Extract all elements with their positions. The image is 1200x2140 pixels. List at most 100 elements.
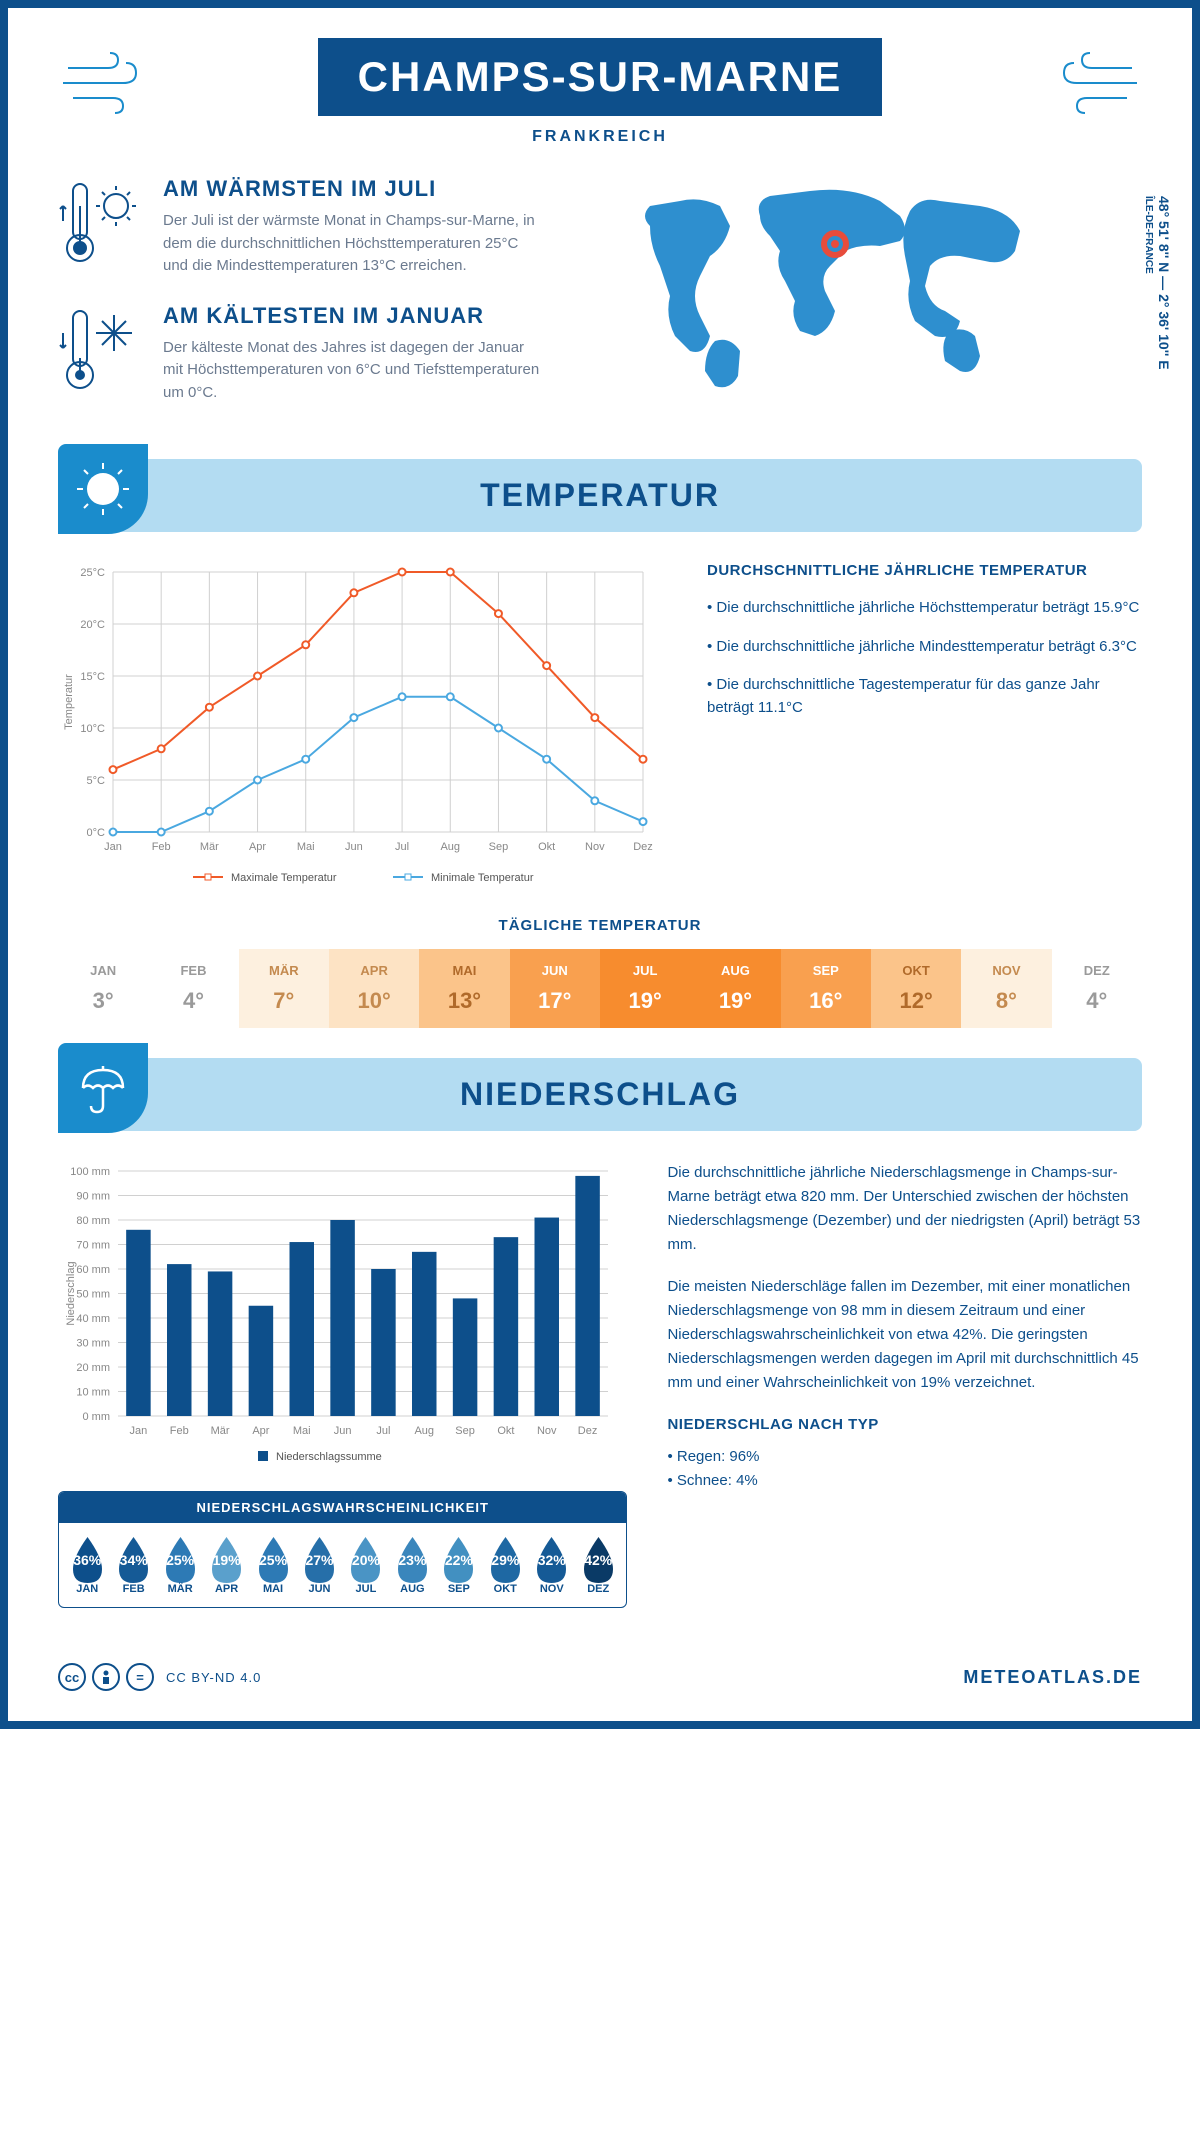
coordinates: 48° 51' 8'' N — 2° 36' 10'' E ÎLE-DE-FRA… bbox=[1140, 196, 1172, 370]
probability-drop: 36%JAN bbox=[67, 1535, 108, 1595]
precipitation-chart: 0 mm10 mm20 mm30 mm40 mm50 mm60 mm70 mm8… bbox=[58, 1161, 627, 1608]
svg-text:Temperatur: Temperatur bbox=[63, 674, 75, 730]
by-icon bbox=[92, 1663, 120, 1691]
svg-text:0 mm: 0 mm bbox=[83, 1411, 111, 1423]
daily-temp-cell: OKT12° bbox=[871, 949, 961, 1028]
warm-desc: Der Juli ist der wärmste Monat in Champs… bbox=[163, 210, 543, 278]
svg-text:Jan: Jan bbox=[130, 1425, 148, 1437]
svg-text:Maximale Temperatur: Maximale Temperatur bbox=[231, 872, 337, 884]
svg-text:Okt: Okt bbox=[538, 841, 555, 853]
svg-text:Jun: Jun bbox=[334, 1425, 352, 1437]
header: CHAMPS-SUR-MARNE FRANKREICH bbox=[58, 38, 1142, 146]
svg-text:Niederschlagssumme: Niederschlagssumme bbox=[276, 1451, 382, 1463]
svg-text:10 mm: 10 mm bbox=[76, 1387, 110, 1399]
svg-text:Feb: Feb bbox=[170, 1425, 189, 1437]
thermometer-snow-icon bbox=[58, 303, 143, 398]
temperature-section: 0°C5°C10°C15°C20°C25°CJanFebMärAprMaiJun… bbox=[58, 562, 1142, 892]
precip-type-snow: • Schnee: 4% bbox=[667, 1469, 1142, 1493]
svg-text:Jan: Jan bbox=[104, 841, 122, 853]
probability-drop: 29%OKT bbox=[485, 1535, 526, 1595]
temperature-chart: 0°C5°C10°C15°C20°C25°CJanFebMärAprMaiJun… bbox=[58, 562, 667, 892]
svg-text:Feb: Feb bbox=[152, 841, 171, 853]
svg-text:Apr: Apr bbox=[249, 841, 266, 853]
svg-text:Mai: Mai bbox=[297, 841, 315, 853]
nd-icon: = bbox=[126, 1663, 154, 1691]
daily-temp-cell: SEP16° bbox=[781, 949, 871, 1028]
daily-temp-cell: APR10° bbox=[329, 949, 419, 1028]
svg-text:Jul: Jul bbox=[376, 1425, 390, 1437]
daily-temp-cell: NOV8° bbox=[961, 949, 1051, 1028]
probability-drop: 19%APR bbox=[206, 1535, 247, 1595]
daily-temp-strip: JAN3°FEB4°MÄR7°APR10°MAI13°JUN17°JUL19°A… bbox=[58, 949, 1142, 1028]
daily-temp-title: TÄGLICHE TEMPERATUR bbox=[58, 917, 1142, 934]
probability-drop: 32%NOV bbox=[531, 1535, 572, 1595]
svg-text:10°C: 10°C bbox=[80, 723, 105, 735]
svg-text:5°C: 5°C bbox=[87, 775, 106, 787]
cc-icons: cc = bbox=[58, 1663, 154, 1691]
infographic-page: CHAMPS-SUR-MARNE FRANKREICH AM WÄRMSTEN … bbox=[0, 0, 1200, 1729]
daily-temp-cell: MÄR7° bbox=[239, 949, 329, 1028]
svg-text:40 mm: 40 mm bbox=[76, 1313, 110, 1325]
probability-drop: 25%MÄR bbox=[160, 1535, 201, 1595]
precip-type-rain: • Regen: 96% bbox=[667, 1445, 1142, 1469]
precipitation-section-header: NIEDERSCHLAG bbox=[58, 1058, 1142, 1131]
svg-text:Nov: Nov bbox=[585, 841, 605, 853]
svg-text:Minimale Temperatur: Minimale Temperatur bbox=[431, 872, 534, 884]
svg-text:Mär: Mär bbox=[211, 1425, 230, 1437]
svg-text:Mai: Mai bbox=[293, 1425, 311, 1437]
warm-title: AM WÄRMSTEN IM JULI bbox=[163, 176, 543, 202]
svg-text:Okt: Okt bbox=[497, 1425, 514, 1437]
svg-text:15°C: 15°C bbox=[80, 671, 105, 683]
precipitation-info: Die durchschnittliche jährliche Niedersc… bbox=[667, 1161, 1142, 1608]
svg-text:20 mm: 20 mm bbox=[76, 1362, 110, 1374]
highlights-row: AM WÄRMSTEN IM JULI Der Juli ist der wär… bbox=[58, 176, 1142, 429]
probability-box: NIEDERSCHLAGSWAHRSCHEINLICHKEIT 36%JAN34… bbox=[58, 1491, 627, 1608]
svg-text:60 mm: 60 mm bbox=[76, 1264, 110, 1276]
world-map: 48° 51' 8'' N — 2° 36' 10'' E ÎLE-DE-FRA… bbox=[620, 176, 1142, 429]
svg-text:70 mm: 70 mm bbox=[76, 1240, 110, 1252]
svg-text:20°C: 20°C bbox=[80, 619, 105, 631]
probability-drop: 20%JUL bbox=[345, 1535, 386, 1595]
svg-text:Sep: Sep bbox=[489, 841, 509, 853]
temp-info-item: • Die durchschnittliche Tagestemperatur … bbox=[707, 674, 1142, 719]
precipitation-section: 0 mm10 mm20 mm30 mm40 mm50 mm60 mm70 mm8… bbox=[58, 1161, 1142, 1608]
daily-temp-cell: JUN17° bbox=[510, 949, 600, 1028]
svg-text:Dez: Dez bbox=[578, 1425, 598, 1437]
highlights-text: AM WÄRMSTEN IM JULI Der Juli ist der wär… bbox=[58, 176, 580, 429]
probability-drop: 34%FEB bbox=[113, 1535, 154, 1595]
umbrella-icon bbox=[58, 1043, 148, 1133]
svg-text:90 mm: 90 mm bbox=[76, 1191, 110, 1203]
svg-text:25°C: 25°C bbox=[80, 567, 105, 579]
svg-text:100 mm: 100 mm bbox=[70, 1166, 110, 1178]
daily-temp-cell: JAN3° bbox=[58, 949, 148, 1028]
temp-info-title: DURCHSCHNITTLICHE JÄHRLICHE TEMPERATUR bbox=[707, 562, 1142, 579]
svg-text:Niederschlag: Niederschlag bbox=[65, 1261, 77, 1325]
temp-info-item: • Die durchschnittliche jährliche Höchst… bbox=[707, 597, 1142, 620]
probability-drop: 27%JUN bbox=[299, 1535, 340, 1595]
precip-type-title: NIEDERSCHLAG NACH TYP bbox=[667, 1413, 1142, 1437]
svg-text:50 mm: 50 mm bbox=[76, 1289, 110, 1301]
thermometer-sun-icon bbox=[58, 176, 143, 271]
svg-text:30 mm: 30 mm bbox=[76, 1338, 110, 1350]
brand: METEOATLAS.DE bbox=[963, 1667, 1142, 1688]
daily-temp-cell: DEZ4° bbox=[1052, 949, 1142, 1028]
cold-desc: Der kälteste Monat des Jahres ist dagege… bbox=[163, 337, 543, 405]
svg-text:Jun: Jun bbox=[345, 841, 363, 853]
wind-icon bbox=[1042, 48, 1142, 118]
svg-text:Jul: Jul bbox=[395, 841, 409, 853]
license-text: CC BY-ND 4.0 bbox=[166, 1670, 261, 1685]
probability-drop: 25%MAI bbox=[253, 1535, 294, 1595]
cc-icon: cc bbox=[58, 1663, 86, 1691]
probability-drop: 42%DEZ bbox=[578, 1535, 619, 1595]
daily-temp-cell: AUG19° bbox=[690, 949, 780, 1028]
precip-p2: Die meisten Niederschläge fallen im Deze… bbox=[667, 1275, 1142, 1395]
daily-temp-cell: FEB4° bbox=[148, 949, 238, 1028]
svg-text:Nov: Nov bbox=[537, 1425, 557, 1437]
warm-block: AM WÄRMSTEN IM JULI Der Juli ist der wär… bbox=[58, 176, 580, 278]
svg-text:Aug: Aug bbox=[440, 841, 460, 853]
probability-drop: 22%SEP bbox=[438, 1535, 479, 1595]
temperature-info: DURCHSCHNITTLICHE JÄHRLICHE TEMPERATUR •… bbox=[707, 562, 1142, 892]
temp-info-item: • Die durchschnittliche jährliche Mindes… bbox=[707, 636, 1142, 659]
svg-text:Sep: Sep bbox=[455, 1425, 475, 1437]
svg-text:Dez: Dez bbox=[633, 841, 653, 853]
